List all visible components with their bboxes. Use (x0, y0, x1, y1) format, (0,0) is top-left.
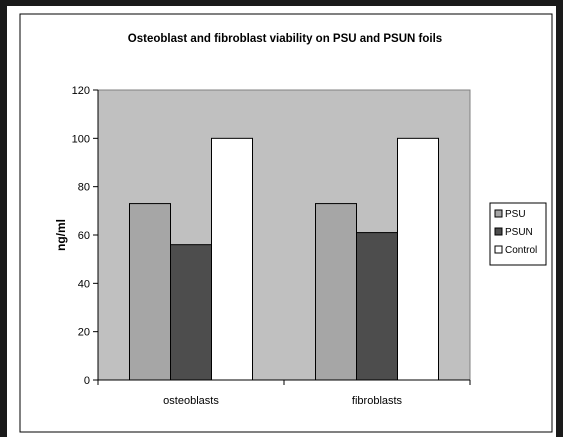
frame-left (0, 0, 7, 437)
y-tick-label: 0 (84, 375, 90, 387)
frame-right (556, 0, 563, 437)
bar-psu-fibroblasts (316, 204, 357, 380)
x-tick-label: osteoblasts (163, 395, 219, 407)
bar-psun-osteoblasts (171, 245, 212, 380)
y-tick-label: 80 (78, 182, 90, 194)
legend-swatch-psun (495, 228, 502, 235)
legend-label-control: Control (505, 245, 537, 256)
bar-psun-fibroblasts (357, 233, 398, 380)
y-tick-label: 40 (78, 278, 90, 290)
chart-title: Osteoblast and fibroblast viability on P… (128, 33, 442, 45)
legend-swatch-psu (495, 210, 502, 217)
legend-label-psu: PSU (505, 209, 526, 220)
bar-control-osteoblasts (212, 138, 253, 380)
bar-psu-osteoblasts (130, 204, 171, 380)
y-tick-label: 100 (72, 133, 90, 145)
y-tick-label: 20 (78, 327, 90, 339)
y-axis-label: ng/ml (54, 219, 68, 251)
y-tick-label: 120 (72, 85, 90, 97)
legend-swatch-control (495, 246, 502, 253)
x-tick-label: fibroblasts (352, 395, 403, 407)
frame-top (0, 0, 563, 6)
legend-label-psun: PSUN (505, 227, 533, 238)
bar-control-fibroblasts (398, 138, 439, 380)
y-tick-label: 60 (78, 230, 90, 242)
